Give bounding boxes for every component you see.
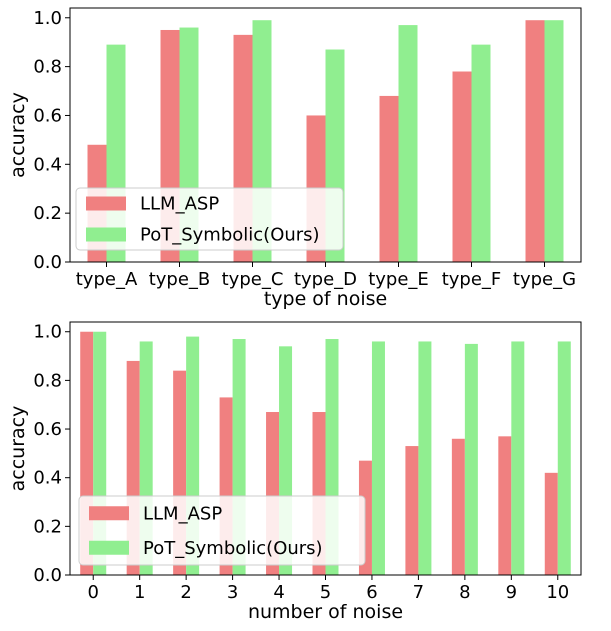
y-tick-label: 0.2 (33, 516, 62, 537)
legend-label: LLM_ASP (143, 503, 222, 524)
x-tick-label: 4 (273, 582, 284, 603)
x-tick-label: type_D (294, 269, 357, 290)
y-axis-label: accuracy (7, 92, 29, 178)
legend-swatch-LLM_ASP (86, 196, 126, 211)
y-tick-label: 0.8 (33, 370, 62, 391)
x-tick-label: 3 (227, 582, 238, 603)
x-tick-label: 2 (180, 582, 191, 603)
bar-PoT_Symbolic(Ours)-type_F (471, 44, 491, 263)
x-tick-label: type_E (368, 269, 429, 290)
y-tick-label: 0.4 (33, 154, 62, 175)
bar-LLM_ASP-9 (498, 436, 512, 575)
y-tick-label: 0.2 (33, 203, 62, 224)
legend-box (75, 187, 344, 251)
bar-LLM_ASP-type_E (379, 95, 399, 262)
x-tick-label: type_G (513, 269, 576, 290)
bottom-chart: 0.0 0.2 0.4 0.6 0.8 1.0 0 1 2 3 4 5 6 7 8 9 10 number of … (7, 321, 582, 623)
bar-PoT_Symbolic(Ours)-type_E (398, 25, 418, 262)
y-tick-label: 0.4 (33, 468, 62, 489)
y-tick-label: 0.8 (33, 57, 62, 78)
legend-label: LLM_ASP (140, 194, 219, 215)
x-tick-label: 0 (88, 582, 99, 603)
legend-box (78, 495, 366, 566)
legend-swatch-PoT_Symbolic(Ours) (89, 540, 129, 555)
bar-PoT_Symbolic(Ours)-6 (371, 341, 385, 575)
legend: LLM_ASP PoT_Symbolic(Ours) (78, 495, 366, 566)
x-tick-label: 8 (459, 582, 470, 603)
y-tick-label: 0.6 (33, 419, 62, 440)
legend-label: PoT_Symbolic(Ours) (140, 225, 320, 246)
bar-PoT_Symbolic(Ours)-9 (511, 341, 525, 575)
y-tick-label: 1.0 (33, 322, 62, 343)
legend: LLM_ASP PoT_Symbolic(Ours) (75, 187, 344, 251)
x-tick-label: type_B (149, 269, 211, 290)
y-tick-label: 0.0 (33, 565, 62, 586)
x-tick-label: 9 (506, 582, 517, 603)
x-tick-label: type_F (442, 269, 502, 290)
legend-swatch-LLM_ASP (89, 506, 129, 521)
y-tick-label: 0.6 (33, 105, 62, 126)
bar-PoT_Symbolic(Ours)-7 (418, 341, 432, 575)
bar-LLM_ASP-type_G (525, 20, 545, 263)
bar-PoT_Symbolic(Ours)-8 (464, 343, 478, 575)
legend-swatch-PoT_Symbolic(Ours) (86, 227, 126, 242)
bar-PoT_Symbolic(Ours)-10 (557, 341, 571, 575)
x-tick-label: 10 (546, 582, 569, 603)
bar-LLM_ASP-8 (451, 438, 465, 575)
legend-label: PoT_Symbolic(Ours) (143, 538, 323, 559)
y-tick-label: 1.0 (33, 8, 62, 29)
bar-PoT_Symbolic(Ours)-type_G (544, 20, 564, 263)
x-axis-label: type of noise (264, 288, 387, 310)
x-axis-label: number of noise (248, 601, 403, 623)
y-axis-label: accuracy (7, 406, 29, 492)
x-tick-label: type_A (76, 269, 138, 290)
x-tick-label: 5 (320, 582, 331, 603)
x-tick-label: 7 (413, 582, 424, 603)
x-tick-label: type_C (222, 269, 284, 290)
bar-LLM_ASP-type_F (452, 71, 472, 262)
bar-LLM_ASP-10 (544, 472, 558, 575)
x-tick-label: 6 (366, 582, 377, 603)
y-tick-label: 0.0 (33, 252, 62, 273)
x-tick-label: 1 (134, 582, 145, 603)
bar-LLM_ASP-7 (405, 446, 419, 575)
